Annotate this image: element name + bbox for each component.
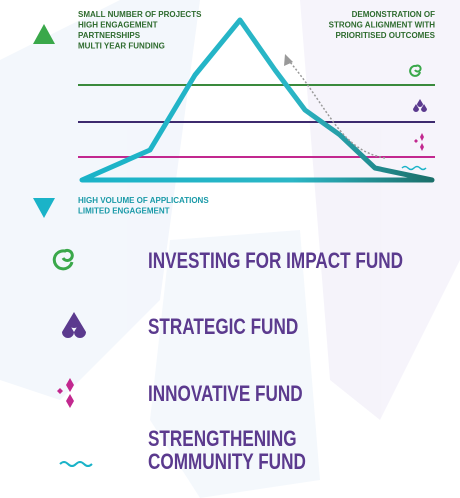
legend-label: STRATEGIC FUND [148,315,298,340]
bottom-left-note: LIMITED ENGAGEMENT [78,207,170,216]
legend-label: INNOVATIVE FUND [148,382,303,407]
top-right-note: PRIORITISED OUTCOMES [335,31,435,40]
top-right-note: STRONG ALIGNMENT WITH [329,21,436,30]
bottom-left-note: HIGH VOLUME OF APPLICATIONS [78,196,209,205]
top-left-note: MULTI YEAR FUNDING [78,42,165,51]
legend-label: STRENGTHENING [148,427,297,452]
top-left-note: SMALL NUMBER OF PROJECTS [78,10,202,19]
top-left-note: HIGH ENGAGEMENT [78,21,158,30]
page: {"diagram": { "top_left": ["SMALL NUMBER… [0,0,460,498]
top-left-note: PARTNERSHIPS [78,31,141,40]
legend-label: COMMUNITY FUND [148,450,306,475]
infographic: SMALL NUMBER OF PROJECTSHIGH ENGAGEMENTP… [0,0,460,498]
legend-label: INVESTING FOR IMPACT FUND [148,249,403,274]
top-right-note: DEMONSTRATION OF [352,10,436,19]
